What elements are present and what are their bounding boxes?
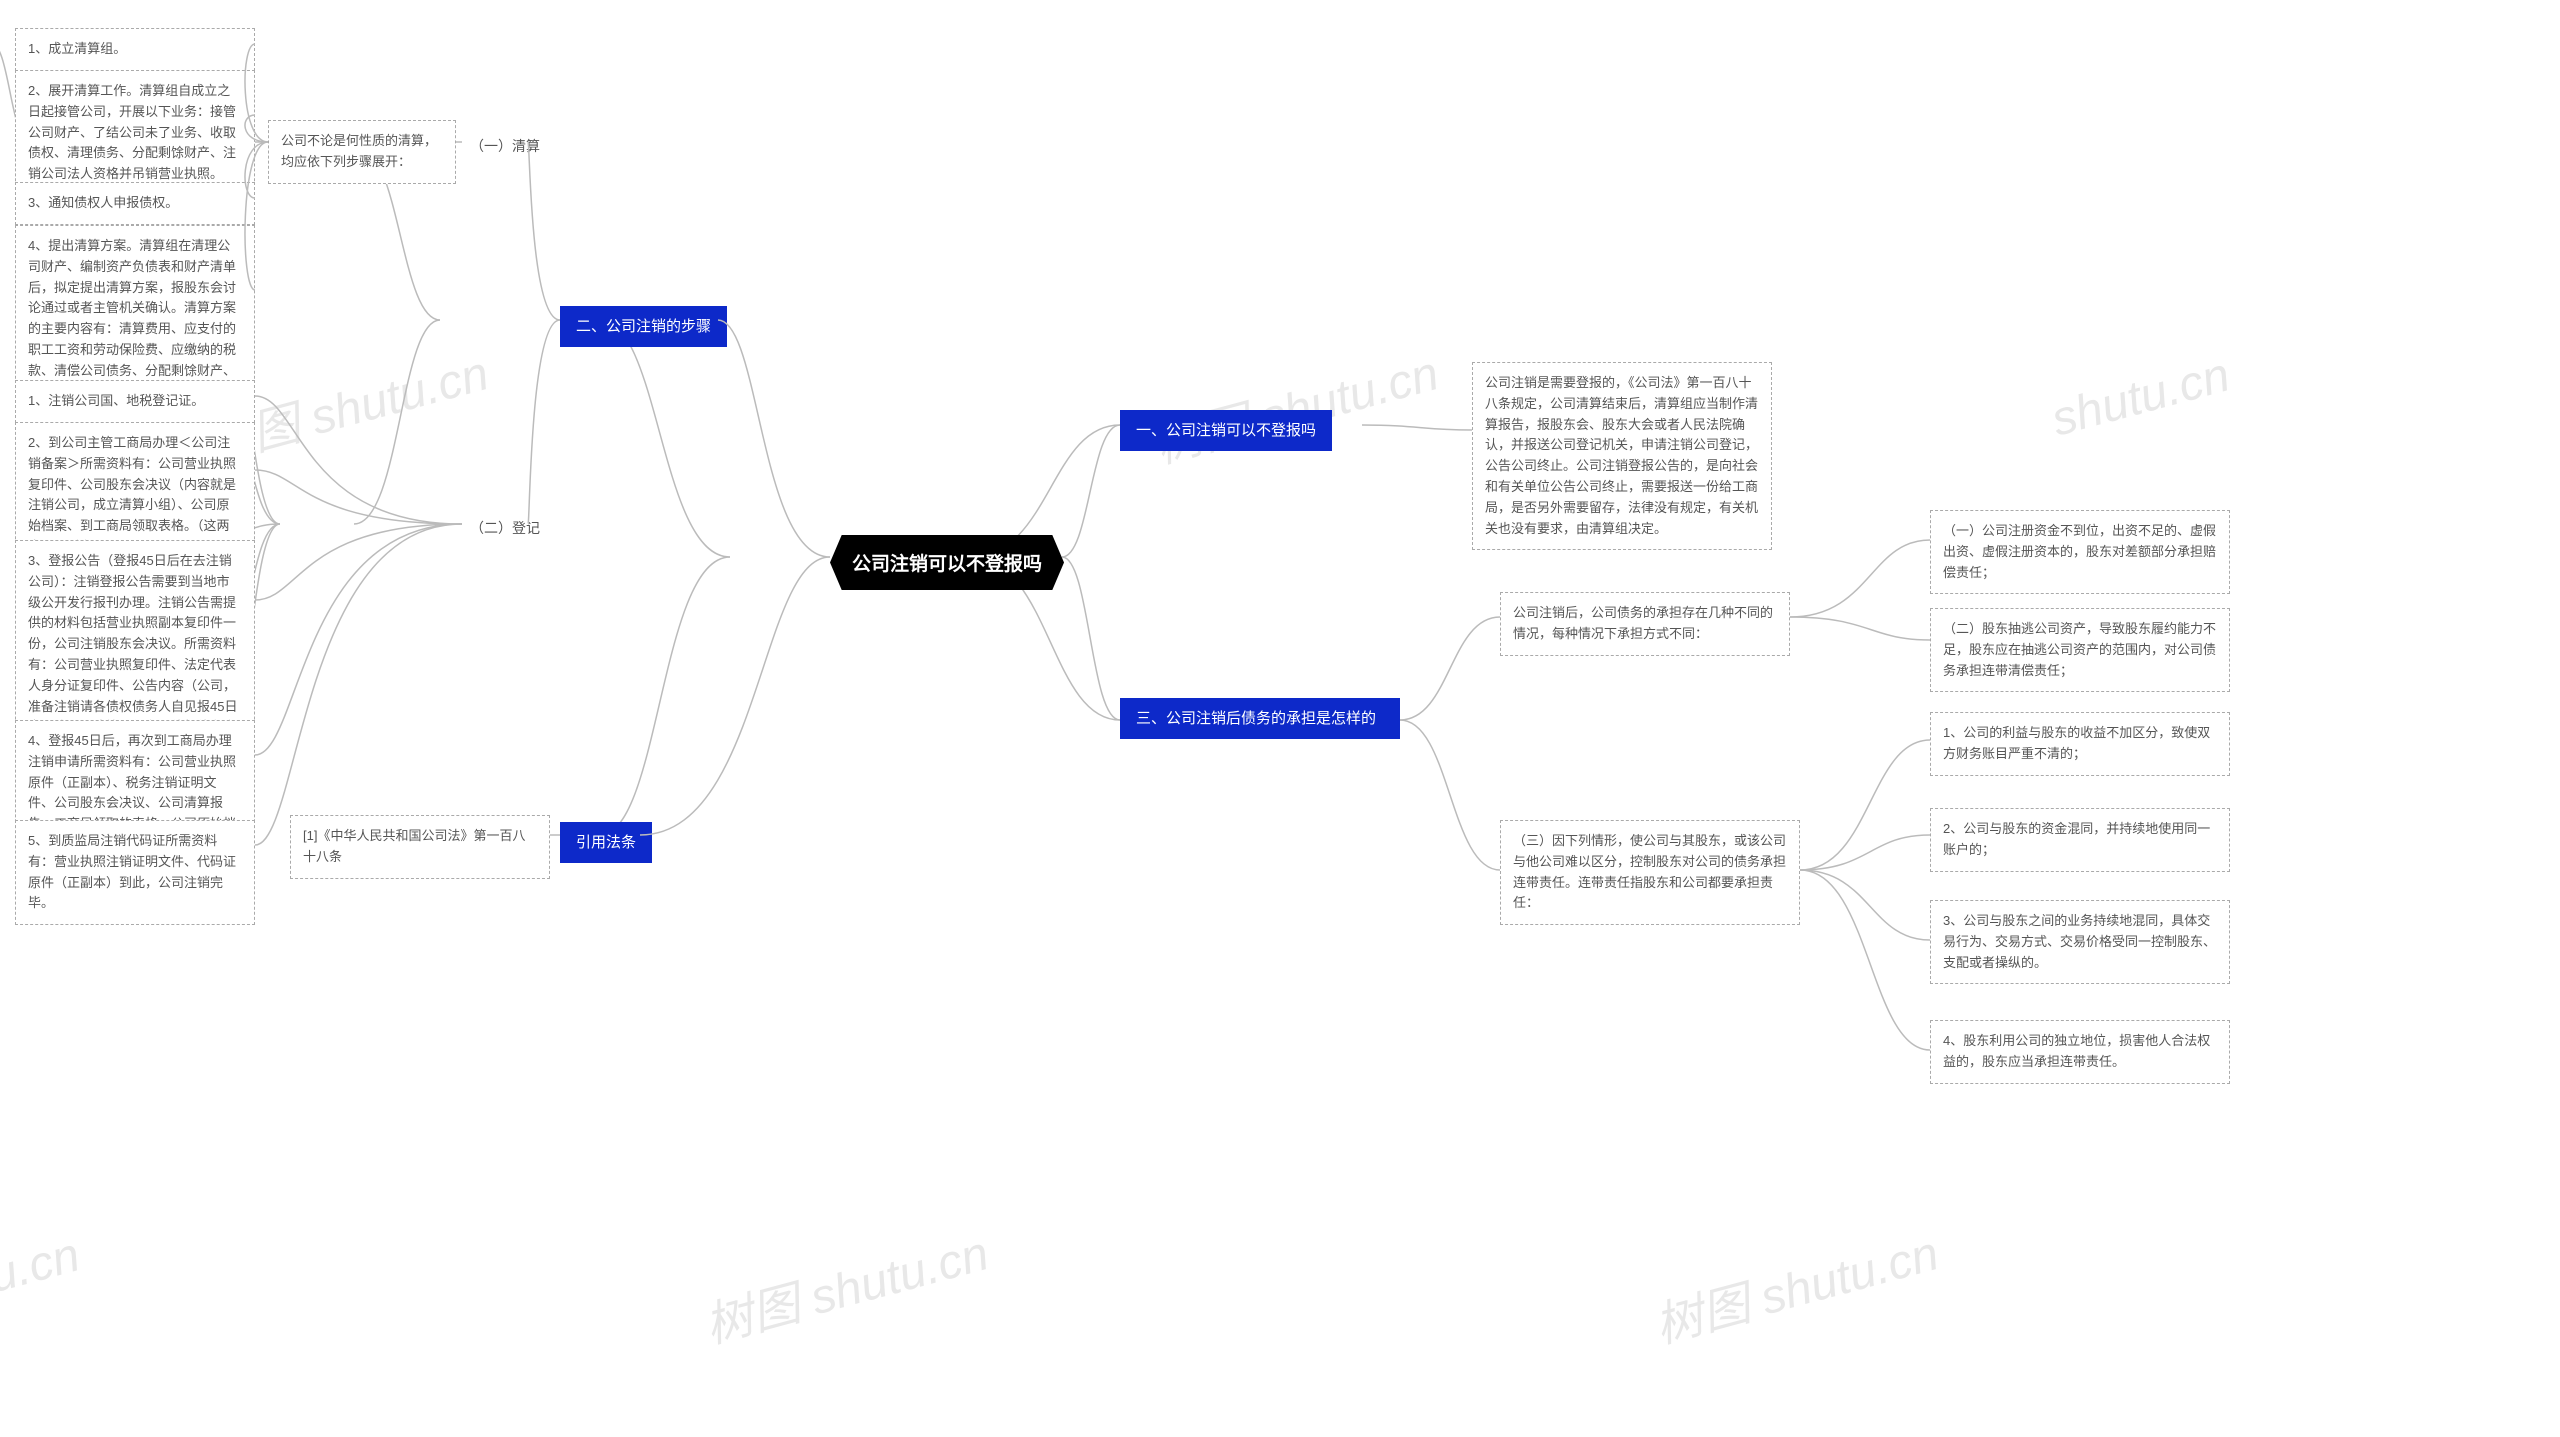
section1-title: 一、公司注销可以不登报吗 — [1120, 410, 1332, 451]
section3-item-a: （一）公司注册资金不到位，出资不足的、虚假出资、虚假注册资本的，股东对差额部分承… — [1930, 510, 2230, 594]
watermark: shutu.cn — [2046, 347, 2236, 447]
ref-content: [1]《中华人民共和国公司法》第一百八十八条 — [290, 815, 550, 879]
watermark: 树图 shutu.cn — [1146, 334, 1445, 477]
section2-sub1-intro: 公司不论是何性质的清算，均应依下列步骤展开： — [268, 120, 456, 184]
section3-item-c-intro: （三）因下列情形，使公司与其股东，或该公司与他公司难以区分，控制股东对公司的债务… — [1500, 820, 1800, 925]
section2-sub1-item-a: 1、成立清算组。 — [15, 28, 255, 71]
section3-item-b: （二）股东抽逃公司资产，导致股东履约能力不足，股东应在抽逃公司资产的范围内，对公… — [1930, 608, 2230, 692]
root-node: 公司注销可以不登报吗 — [830, 535, 1064, 590]
watermark: shutu.cn — [0, 1227, 85, 1327]
section2-title: 二、公司注销的步骤 — [560, 306, 727, 347]
section2-sub2-title: （二）登记 — [462, 514, 548, 542]
section3-title: 三、公司注销后债务的承担是怎样的 — [1120, 698, 1400, 739]
section2-sub1-item-b: 2、展开清算工作。清算组自成立之日起接管公司，开展以下业务：接管公司财产、了结公… — [15, 70, 255, 196]
watermark: 树图 shutu.cn — [1646, 1214, 1945, 1357]
section2-sub2-item-e: 5、到质监局注销代码证所需资料有：营业执照注销证明文件、代码证原件（正副本）到此… — [15, 820, 255, 925]
ref-title: 引用法条 — [560, 822, 652, 863]
section2-sub1-title: （一）清算 — [462, 132, 548, 160]
watermark: 树图 shutu.cn — [696, 1214, 995, 1357]
section3-item-c2: 2、公司与股东的资金混同，并持续地使用同一账户的； — [1930, 808, 2230, 872]
section3-item-c3: 3、公司与股东之间的业务持续地混同，具体交易行为、交易方式、交易价格受同一控制股… — [1930, 900, 2230, 984]
section2-sub1-item-c: 3、通知债权人申报债权。 — [15, 182, 255, 225]
section1-content: 公司注销是需要登报的，《公司法》第一百八十八条规定，公司清算结束后，清算组应当制… — [1472, 362, 1772, 550]
section3-item-c4: 4、股东利用公司的独立地位，损害他人合法权益的，股东应当承担连带责任。 — [1930, 1020, 2230, 1084]
section2-sub2-item-a: 1、注销公司国、地税登记证。 — [15, 380, 255, 423]
section3-item-c1: 1、公司的利益与股东的收益不加区分，致使双方财务账目严重不清的； — [1930, 712, 2230, 776]
section3-intro: 公司注销后，公司债务的承担存在几种不同的情况，每种情况下承担方式不同： — [1500, 592, 1790, 656]
